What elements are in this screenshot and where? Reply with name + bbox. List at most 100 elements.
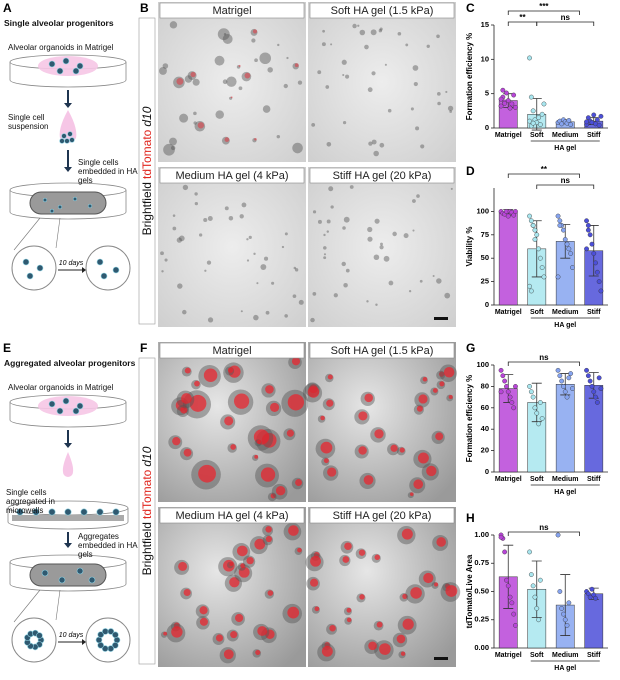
tdtomato-signal [409,492,414,496]
data-point [536,246,541,252]
organoid [159,67,167,75]
data-point [596,122,602,128]
group-label: HA gel [554,665,576,672]
data-point [498,103,504,109]
cell [58,576,66,584]
organoid [179,113,189,123]
organoid [379,27,383,31]
micrograph: Soft HA gel (1.5 kPa) [308,2,456,162]
data-point [559,121,565,127]
data-point [568,251,574,256]
data-point [505,389,511,395]
data-point [564,394,570,400]
organoid [312,210,317,214]
tdtomato-signal [244,72,251,79]
organoid [368,141,373,146]
cell [61,133,67,139]
cell [76,62,84,70]
side-frame [138,357,156,665]
organoid [364,44,369,50]
data-point [594,269,600,275]
tdtomato-signal [229,577,240,588]
data-point [584,218,589,224]
organoid [292,294,297,298]
organoid [445,90,448,94]
microwell-base [12,515,124,521]
organoid [194,192,198,196]
step-label: Alveolar organoids in Matrigel [8,43,114,52]
tdtomato-signal [344,542,352,551]
significance-label: ns [539,353,549,362]
data-point [500,373,506,379]
cell [87,203,93,209]
tdtomato-signal [224,416,234,426]
tdtomato-signal [265,535,272,543]
organoid [199,233,203,237]
data-point [530,108,536,114]
data-point [502,378,508,384]
organoid [325,85,330,89]
tdtomato-signal [238,64,241,67]
data-point [498,389,504,395]
tdtomato-signal [435,432,444,441]
organoid [436,34,440,39]
data-point [537,255,543,261]
data-point [528,94,534,100]
tile-label: Medium HA gel (4 kPa) [175,170,288,182]
data-point [527,383,532,389]
data-point [527,213,532,219]
tdtomato-signal [184,367,191,374]
y-tick-label: 0 [485,123,489,132]
tdtomato-signal [254,137,257,141]
tdtomato-signal [363,475,374,485]
side-frame [138,17,156,325]
tdtomato-signal [257,439,262,445]
charts: C Formation efficiency % 0 5 10 15 Matrigel Sof… [465,1,608,672]
tdtomato-signal [252,29,258,34]
step-label: Alveolar organoids in Matrigel [8,383,114,392]
organoid [265,310,270,315]
data-point [527,118,532,124]
data-point [584,367,589,373]
y-axis-label: tdTomato/Live Area [465,554,474,628]
tile-label-box [159,167,305,184]
data-point [537,122,543,127]
significance-bracket [507,21,538,26]
data-point [530,120,536,126]
organoid [240,310,243,313]
group-label: HA gel [554,322,576,329]
scale-bar [434,317,448,320]
data-point [559,378,565,384]
tile-label: Stiff HA gel (20 kPa) [333,510,432,522]
organoid [253,252,256,256]
data-point [566,600,572,606]
tdtomato-signal [194,380,200,387]
arrow-label: 10 days [59,632,84,639]
tdtomato-signal [376,621,383,628]
organoid [403,233,409,239]
organoid [387,108,392,113]
cell [48,508,56,516]
data-point [539,111,545,117]
organoid [426,44,430,48]
organoid [436,278,442,284]
tile-label-box [159,342,305,359]
image-field [308,507,456,667]
data-point [509,600,515,606]
y-tick-label: 50 [481,253,489,262]
organoid [410,107,414,111]
significance-bracket [507,361,580,366]
cell [67,131,73,137]
significance-label: *** [539,2,549,11]
tdtomato-signal [240,563,246,569]
y-axis-label: Formation efficiency % [465,33,474,121]
data-point [528,288,534,294]
data-point [557,218,563,224]
data-point [585,227,591,233]
data-point [502,549,508,555]
y-axis-label: Formation efficiency % [465,375,474,463]
organoid [239,214,244,219]
cell [107,628,115,635]
dish-body [9,402,127,428]
panel-letter: G [466,341,475,355]
